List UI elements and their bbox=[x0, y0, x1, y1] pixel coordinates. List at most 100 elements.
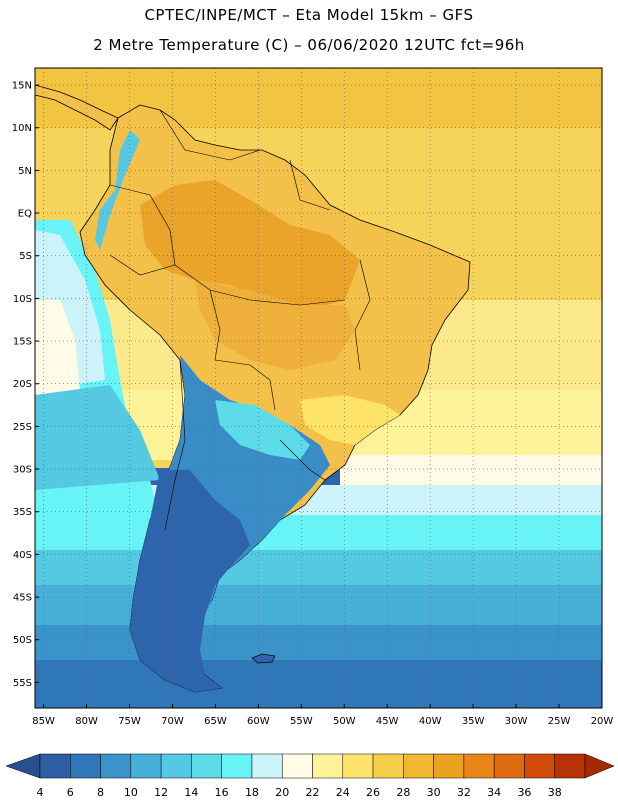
latitude-label: 5S bbox=[19, 251, 32, 262]
latitude-label: 5N bbox=[18, 166, 32, 177]
colorbar-swatch bbox=[39, 753, 71, 779]
map-title-line-2: 2 Metre Temperature (C) – 06/06/2020 12U… bbox=[93, 36, 525, 54]
colorbar-label: 16 bbox=[215, 786, 229, 799]
colorbar-label: 38 bbox=[548, 786, 562, 799]
latitude-label: 25S bbox=[13, 422, 32, 433]
border-brazil-bolivia bbox=[174, 264, 346, 306]
colorbar-swatch bbox=[160, 753, 192, 779]
colorbar-swatch bbox=[403, 753, 434, 779]
latitude-label: EQ bbox=[18, 209, 32, 220]
latitude-label: 30S bbox=[13, 465, 32, 476]
pampas-cool-zone bbox=[215, 400, 310, 460]
ocean-deep-blue-band bbox=[35, 660, 602, 708]
colorbar-label: 36 bbox=[517, 786, 531, 799]
country-borders bbox=[109, 109, 371, 531]
falkland-islands bbox=[251, 653, 276, 664]
colorbar-swatch bbox=[130, 753, 162, 779]
southeast-mild-zone bbox=[300, 395, 400, 445]
border-bolivia-paraguay bbox=[209, 289, 276, 411]
patagonia-deep-cold-zone bbox=[130, 470, 250, 692]
colorbar-label: 20 bbox=[275, 786, 289, 799]
colorbar-label: 26 bbox=[366, 786, 380, 799]
colorbar-label: 28 bbox=[396, 786, 410, 799]
map-frame bbox=[34, 67, 603, 709]
colorbar-label: 12 bbox=[154, 786, 168, 799]
border-brazil-states bbox=[354, 259, 371, 371]
longitude-label: 45W bbox=[376, 716, 399, 727]
colorbar-left-arrow bbox=[5, 753, 41, 779]
colorbar-label: 10 bbox=[124, 786, 138, 799]
colorbar-label: 34 bbox=[487, 786, 501, 799]
colorbar-swatch bbox=[463, 753, 495, 779]
ocean-atlantic-white-band bbox=[340, 455, 602, 485]
colorbar-label: 24 bbox=[336, 786, 350, 799]
border-chile-argentina bbox=[164, 359, 186, 531]
latitude-label: 35S bbox=[13, 507, 32, 518]
longitude-label: 30W bbox=[505, 716, 528, 727]
border-guianas bbox=[289, 159, 331, 211]
map-field bbox=[35, 68, 602, 708]
latitude-label: 55S bbox=[13, 678, 32, 689]
longitude-label: 85W bbox=[32, 716, 55, 727]
colorbar-swatch bbox=[493, 753, 525, 779]
longitude-label: 50W bbox=[333, 716, 356, 727]
longitude-label: 60W bbox=[247, 716, 270, 727]
latitude-label: 45S bbox=[13, 593, 32, 604]
colorbar-swatch bbox=[524, 753, 555, 779]
pacific-white-zone bbox=[35, 300, 80, 395]
latitude-label: 15N bbox=[12, 81, 32, 92]
latitude-label: 15S bbox=[13, 337, 32, 348]
latitude-label: 40S bbox=[13, 550, 32, 561]
latitude-labels: 15N 10N 5N EQ 5S 10S 15S 20S 25S 30S 35S 40S 45S 50S 5… bbox=[12, 81, 32, 689]
longitude-label: 20W bbox=[591, 716, 614, 727]
amazon-hot-zone bbox=[140, 180, 360, 310]
ocean-light-blue-band bbox=[35, 585, 602, 630]
latitude-label: 20S bbox=[13, 379, 32, 390]
colorbar-swatch bbox=[554, 753, 586, 779]
colorbar-label: 18 bbox=[245, 786, 259, 799]
colorbar-swatch bbox=[221, 753, 253, 779]
colorbar-label: 30 bbox=[427, 786, 441, 799]
colorbar-swatch bbox=[372, 753, 404, 779]
colorbar-swatch bbox=[70, 753, 101, 779]
ocean-cyan-band bbox=[35, 515, 602, 555]
longitude-label: 25W bbox=[548, 716, 571, 727]
central-brazil-warm-zone bbox=[195, 280, 355, 370]
ocean-blue-band bbox=[35, 625, 602, 665]
colorbar-swatch bbox=[100, 753, 132, 779]
colorbar bbox=[5, 753, 615, 779]
colorbar-swatch bbox=[433, 753, 465, 779]
pacific-teal-zone bbox=[35, 385, 160, 490]
longitude-label: 70W bbox=[161, 716, 184, 727]
graticule bbox=[35, 68, 603, 708]
colorbar-swatch bbox=[281, 753, 313, 779]
colorbar-right-arrow bbox=[584, 753, 615, 779]
colorbar-label: 8 bbox=[97, 786, 104, 799]
longitude-label: 40W bbox=[419, 716, 442, 727]
border-uruguay bbox=[279, 439, 326, 481]
longitude-labels: 85W 80W 75W 70W 65W 60W 55W 50W 45W 40W 35W 30W 25W 2… bbox=[32, 716, 613, 727]
andes-cold-zone bbox=[95, 130, 140, 250]
colorbar-label: 6 bbox=[67, 786, 74, 799]
colorbar-label: 32 bbox=[457, 786, 471, 799]
longitude-label: 75W bbox=[118, 716, 141, 727]
central-america bbox=[35, 84, 119, 131]
border-colombia-peru bbox=[109, 184, 176, 276]
colorbar-swatch bbox=[251, 753, 283, 779]
colorbar-labels: 4 6 8 10 12 14 16 18 20 22 24 26 28 30 32 34 36 38 bbox=[37, 786, 562, 799]
ocean-teal-band bbox=[35, 550, 602, 590]
longitude-label: 35W bbox=[462, 716, 485, 727]
map-title-line-1: CPTEC/INPE/MCT – Eta Model 15km – GFS bbox=[144, 6, 474, 24]
latitude-label: 50S bbox=[13, 635, 32, 646]
longitude-label: 55W bbox=[290, 716, 313, 727]
longitude-label: 80W bbox=[75, 716, 98, 727]
colorbar-label: 14 bbox=[184, 786, 198, 799]
colorbar-swatch bbox=[312, 753, 344, 779]
longitude-label: 65W bbox=[204, 716, 227, 727]
colorbar-swatch bbox=[191, 753, 222, 779]
latitude-label: 10S bbox=[13, 294, 32, 305]
colorbar-label: 22 bbox=[306, 786, 320, 799]
colorbar-label: 4 bbox=[37, 786, 44, 799]
latitude-label: 10N bbox=[12, 123, 32, 134]
